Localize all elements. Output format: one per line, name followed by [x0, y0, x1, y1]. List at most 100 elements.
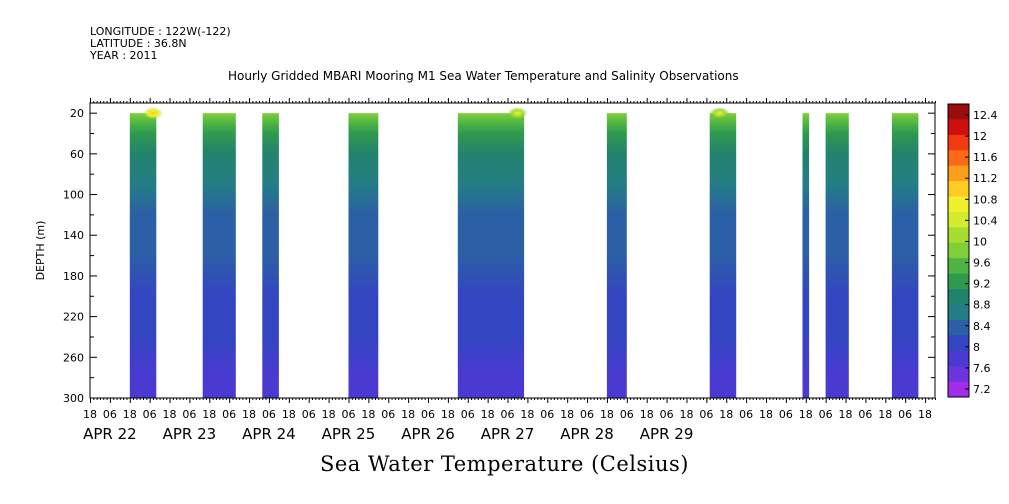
colorbar-swatch	[948, 319, 969, 336]
x-day-label: APR 22	[83, 425, 137, 443]
colorbar-swatch	[948, 350, 969, 367]
colorbar-label: 8	[973, 341, 980, 354]
x-hour-label: 18	[520, 408, 534, 421]
x-hour-label: 18	[441, 408, 455, 421]
colorbar-label: 10	[973, 235, 987, 248]
x-hour-label: 18	[839, 408, 853, 421]
x-hour-label: 06	[540, 408, 554, 421]
y-tick-label: 260	[63, 351, 84, 364]
colorbar-label: 8.4	[973, 320, 991, 333]
x-hour-label: 18	[918, 408, 932, 421]
x-hour-label: 06	[660, 408, 674, 421]
x-day-label: APR 25	[322, 425, 376, 443]
x-hour-label: 18	[560, 408, 574, 421]
x-hour-label: 18	[401, 408, 415, 421]
y-tick-label: 180	[63, 270, 84, 283]
colorbar-label: 11.6	[973, 151, 998, 164]
data-segment	[457, 113, 525, 398]
x-day-label: APR 24	[242, 425, 296, 443]
colorbar-swatch	[948, 227, 969, 244]
x-hour-label: 06	[580, 408, 594, 421]
colorbar-label: 9.6	[973, 257, 991, 270]
data-segment	[825, 113, 849, 398]
colorbar-swatch	[948, 165, 969, 182]
data-segment	[891, 113, 919, 398]
x-hour-label: 18	[242, 408, 256, 421]
colorbar-label: 12.4	[973, 109, 998, 122]
x-hour-label: 06	[858, 408, 872, 421]
colorbar-variable-title: Sea Water Temperature (Celsius)	[319, 452, 689, 476]
colorbar-swatch	[948, 134, 969, 151]
colorbar-label: 10.4	[973, 214, 998, 227]
data-segment	[202, 113, 236, 398]
data-segment	[348, 113, 379, 398]
x-hour-label: 06	[461, 408, 475, 421]
colorbar-swatch	[948, 119, 969, 136]
data-segments	[129, 107, 919, 398]
colorbar-label: 12	[973, 130, 987, 143]
x-hour-label: 06	[302, 408, 316, 421]
colorbar: 12.4 12 11.6 11.2 10.8 10.4 10 9.6 9.2 8.8 8.4 8 7.6…	[947, 103, 998, 398]
colorbar-swatch	[948, 211, 969, 228]
x-hour-label: 06	[381, 408, 395, 421]
colorbar-swatch	[948, 366, 969, 383]
x-hour-label: 18	[679, 408, 693, 421]
chart-title: Hourly Gridded MBARI Mooring M1 Sea Wate…	[228, 69, 739, 83]
x-hour-label: 06	[421, 408, 435, 421]
x-hour-label: 18	[799, 408, 813, 421]
data-segment	[802, 113, 810, 398]
y-tick-label: 20	[70, 107, 84, 120]
colorbar-swatch	[948, 304, 969, 321]
data-segment	[709, 113, 737, 398]
data-segment	[606, 113, 627, 398]
x-hour-label: 06	[222, 408, 236, 421]
x-hour-label: 18	[83, 408, 97, 421]
x-day-label: APR 26	[401, 425, 455, 443]
x-hour-label: 06	[620, 408, 634, 421]
x-day-label: APR 29	[640, 425, 694, 443]
x-hour-label: 06	[699, 408, 713, 421]
warm-spot	[507, 107, 528, 120]
colorbar-swatch	[948, 273, 969, 290]
y-tick-label: 300	[63, 392, 84, 405]
data-segment	[262, 113, 279, 398]
x-hour-label: 06	[501, 408, 515, 421]
latitude-label: LATITUDE : 36.8N	[90, 37, 187, 50]
warm-spot	[143, 107, 163, 120]
y-tick-label: 100	[63, 189, 84, 202]
x-hour-label: 06	[739, 408, 753, 421]
x-day-label: APR 27	[481, 425, 535, 443]
colorbar-swatch	[948, 196, 969, 213]
colorbar-frame	[947, 103, 970, 398]
x-hour-label: 06	[143, 408, 157, 421]
warm-spot	[709, 107, 730, 120]
colorbar-swatch	[948, 381, 969, 398]
colorbar-label: 11.2	[973, 172, 998, 185]
x-hour-label: 18	[361, 408, 375, 421]
colorbar-swatch	[948, 104, 969, 120]
x-hour-label: 18	[759, 408, 773, 421]
y-tick-label: 140	[63, 229, 84, 242]
longitude-label: LONGITUDE : 122W(-122)	[90, 25, 231, 38]
colorbar-swatch	[948, 181, 969, 198]
colorbar-swatch	[948, 150, 969, 167]
colorbar-swatch	[948, 242, 969, 259]
x-hour-label: 06	[262, 408, 276, 421]
x-hour-label: 18	[878, 408, 892, 421]
x-hour-label: 06	[341, 408, 355, 421]
x-hour-label: 18	[322, 408, 336, 421]
x-hour-label: 18	[719, 408, 733, 421]
x-hour-label: 18	[282, 408, 296, 421]
colorbar-swatch	[948, 289, 969, 305]
x-day-label: APR 28	[560, 425, 614, 443]
colorbar-swatch	[948, 258, 969, 275]
x-hour-label: 06	[779, 408, 793, 421]
colorbar-label: 10.8	[973, 193, 998, 206]
data-segment	[129, 113, 157, 398]
x-hour-label: 18	[202, 408, 216, 421]
colorbar-label: 7.2	[973, 383, 991, 396]
x-hour-label: 18	[600, 408, 614, 421]
x-hour-label: 18	[481, 408, 495, 421]
x-hour-label: 18	[640, 408, 654, 421]
